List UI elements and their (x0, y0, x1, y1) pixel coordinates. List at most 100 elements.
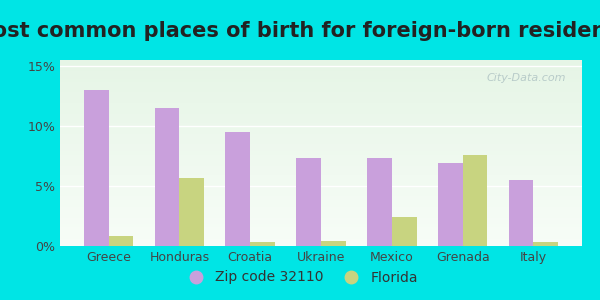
Bar (60, 60, 582, 62)
Bar (60, 211, 582, 212)
Bar (60, 99, 582, 101)
Bar (60, 173, 582, 175)
Bar (60, 168, 582, 170)
Bar (60, 162, 582, 164)
Bar (60, 134, 582, 136)
Bar (60, 118, 582, 119)
Bar (60, 82, 582, 84)
Bar (60, 175, 582, 177)
Bar (60, 144, 582, 146)
Bar (533, 242, 558, 246)
Bar (60, 131, 582, 133)
Bar (60, 192, 582, 194)
Bar (463, 155, 487, 246)
Bar (60, 101, 582, 103)
Bar (60, 200, 582, 201)
Bar (60, 129, 582, 131)
Bar (60, 157, 582, 159)
Bar (60, 190, 582, 192)
Bar (60, 133, 582, 134)
Bar (60, 159, 582, 161)
Bar (60, 88, 582, 90)
Bar (296, 158, 321, 246)
Bar (60, 224, 582, 226)
Bar (60, 153, 582, 155)
Bar (226, 132, 250, 246)
Bar (60, 164, 582, 166)
Legend: Zip code 32110, Florida: Zip code 32110, Florida (176, 265, 424, 290)
Bar (438, 163, 463, 246)
Bar (60, 183, 582, 184)
Bar (60, 123, 582, 125)
Bar (60, 103, 582, 105)
Bar (60, 177, 582, 179)
Bar (60, 84, 582, 86)
Bar (60, 79, 582, 80)
Bar (60, 80, 582, 82)
Bar (60, 237, 582, 239)
Bar (60, 244, 582, 246)
Bar (60, 116, 582, 118)
Bar (60, 227, 582, 229)
Bar (60, 106, 582, 108)
Bar (60, 71, 582, 73)
Bar (60, 66, 582, 68)
Bar (60, 198, 582, 200)
Bar (60, 95, 582, 97)
Text: Most common places of birth for foreign-born residents: Most common places of birth for foreign-… (0, 21, 600, 41)
Bar (60, 146, 582, 147)
Bar (60, 207, 582, 209)
Bar (60, 97, 582, 99)
Bar (321, 241, 346, 246)
Bar (60, 122, 582, 123)
Bar (60, 127, 582, 129)
Bar (60, 125, 582, 127)
Bar (179, 178, 204, 246)
Bar (60, 187, 582, 188)
Bar (60, 181, 582, 183)
Bar (60, 149, 582, 151)
Bar (60, 77, 582, 79)
Bar (60, 196, 582, 198)
Bar (60, 119, 582, 122)
Bar (60, 105, 582, 106)
Bar (60, 212, 582, 214)
Bar (60, 233, 582, 235)
Bar (109, 236, 133, 246)
Bar (60, 86, 582, 88)
Bar (60, 73, 582, 75)
Bar (60, 136, 582, 138)
Bar (60, 188, 582, 190)
Bar (60, 238, 582, 240)
Bar (60, 222, 582, 224)
Bar (509, 180, 533, 246)
Bar (60, 108, 582, 110)
Bar (60, 172, 582, 173)
Bar (60, 220, 582, 222)
Bar (250, 242, 275, 246)
Bar (60, 94, 582, 95)
Bar (60, 140, 582, 142)
Bar (60, 138, 582, 140)
Bar (60, 112, 582, 114)
Bar (60, 231, 582, 233)
Bar (60, 147, 582, 149)
Bar (60, 62, 582, 64)
Bar (84, 90, 109, 246)
Bar (60, 151, 582, 153)
Bar (60, 209, 582, 211)
Bar (60, 142, 582, 144)
Bar (60, 216, 582, 218)
Bar (60, 242, 582, 244)
Bar (60, 92, 582, 94)
Bar (367, 158, 392, 246)
Bar (60, 194, 582, 196)
Bar (60, 110, 582, 112)
Bar (60, 203, 582, 205)
Bar (60, 205, 582, 207)
Text: City-Data.com: City-Data.com (487, 73, 566, 83)
Bar (60, 184, 582, 187)
Bar (60, 68, 582, 69)
Bar (60, 235, 582, 237)
Bar (60, 240, 582, 242)
